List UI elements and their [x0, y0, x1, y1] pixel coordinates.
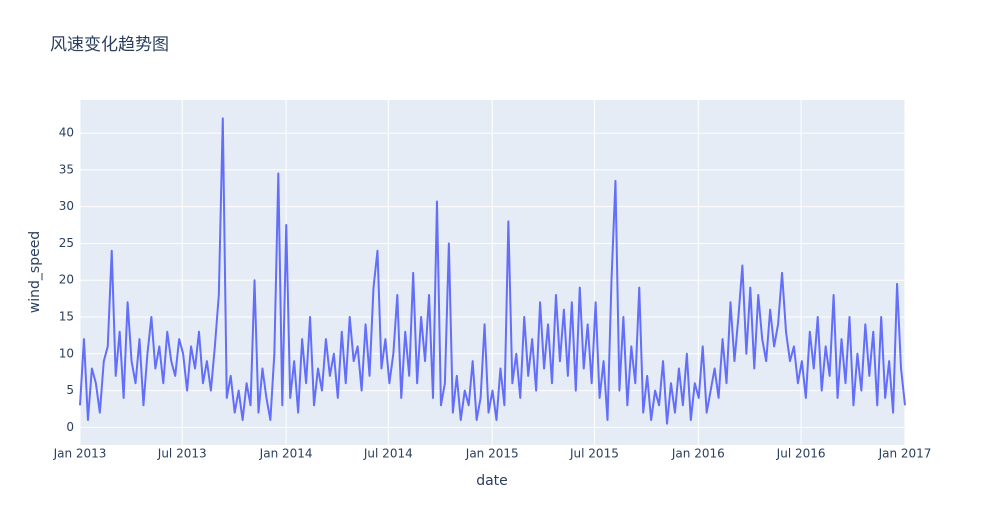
y-tick-label: 25 [59, 236, 74, 250]
y-tick-label: 5 [66, 383, 74, 397]
x-tick-label: Jan 2017 [878, 447, 932, 461]
x-tick-label: Jan 2015 [465, 447, 519, 461]
y-tick-label: 20 [59, 273, 74, 287]
x-tick-label: Jul 2016 [776, 447, 826, 461]
y-tick-label: 10 [59, 346, 74, 360]
x-tick-label: Jul 2013 [157, 447, 207, 461]
y-tick-label: 35 [59, 162, 74, 176]
x-axis-title: date [476, 473, 508, 489]
x-tick-label: Jan 2013 [53, 447, 107, 461]
x-tick-label: Jan 2014 [259, 447, 313, 461]
y-tick-label: 30 [59, 199, 74, 213]
y-tick-label: 40 [59, 126, 74, 140]
y-axis-title: wind_speed [27, 231, 43, 313]
x-tick-label: Jan 2016 [671, 447, 725, 461]
y-tick-label: 0 [66, 420, 74, 434]
data-line [79, 117, 906, 425]
x-tick-label: Jul 2014 [363, 447, 413, 461]
y-tick-label: 15 [59, 310, 74, 324]
chart-title: 风速变化趋势图 [50, 35, 169, 55]
x-tick-label: Jul 2015 [569, 447, 619, 461]
